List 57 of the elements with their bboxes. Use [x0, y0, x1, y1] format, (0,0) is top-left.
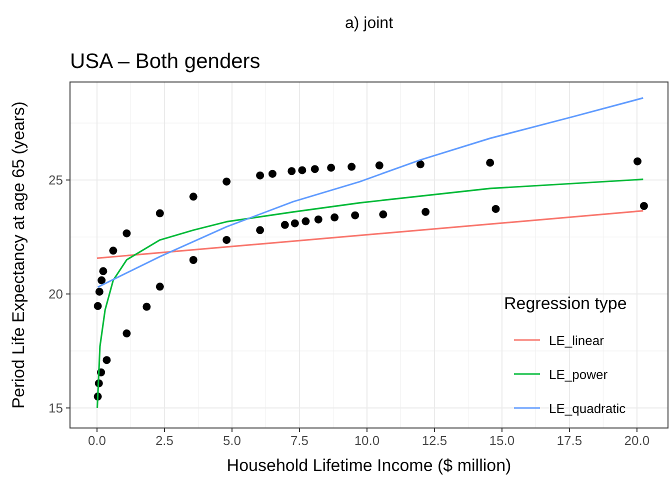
point [142, 302, 151, 311]
point [375, 161, 384, 170]
point [640, 202, 648, 210]
point [351, 211, 360, 220]
x-tick-label: 12.5 [422, 433, 448, 448]
legend-label: LE_power [549, 367, 608, 382]
point [99, 267, 108, 276]
y-axis-title: Period Life Expectancy at age 65 (years) [9, 101, 28, 409]
chart-title: a) joint [344, 15, 394, 32]
x-tick-label: 15.0 [489, 433, 515, 448]
x-tick-label: 2.5 [155, 433, 174, 448]
point [422, 208, 430, 216]
x-tick-label: 10.0 [354, 433, 380, 448]
point [95, 288, 104, 296]
point [189, 256, 198, 264]
point [492, 204, 500, 213]
x-tick-label: 5.0 [222, 433, 242, 448]
point [486, 158, 494, 167]
point [268, 170, 276, 178]
legend-label: LE_linear [549, 333, 605, 348]
point [256, 171, 264, 180]
point [222, 178, 231, 186]
point [348, 162, 356, 171]
point [330, 213, 339, 222]
y-tick-label: 15 [48, 400, 63, 416]
chart-subtitle: USA – Both genders [70, 50, 260, 73]
y-tick-label: 20 [48, 286, 63, 302]
point [327, 164, 336, 172]
x-axis-title: Household Lifetime Income ($ million) [226, 456, 512, 475]
point [314, 215, 322, 224]
point [256, 226, 264, 234]
point [633, 157, 642, 166]
x-tick-label: 7.5 [290, 433, 309, 448]
point [416, 160, 424, 168]
point [94, 302, 102, 310]
y-tick-label: 25 [48, 172, 63, 188]
point [122, 229, 131, 238]
point [122, 329, 131, 338]
point [379, 210, 388, 218]
x-tick-label: 20.0 [624, 433, 650, 448]
point [222, 236, 231, 244]
point [280, 220, 289, 229]
legend-title: Regression type [504, 294, 627, 313]
point [288, 167, 296, 176]
point [290, 219, 299, 228]
point [98, 276, 106, 284]
point [298, 166, 306, 174]
point [109, 246, 118, 255]
point [156, 209, 164, 218]
x-tick-label: 17.5 [556, 433, 582, 448]
point [310, 165, 319, 174]
point [302, 217, 310, 226]
point [102, 356, 111, 364]
legend-label: LE_quadratic [549, 401, 626, 416]
x-tick-label: 0.0 [88, 433, 106, 448]
point [189, 192, 198, 201]
point [156, 282, 164, 291]
